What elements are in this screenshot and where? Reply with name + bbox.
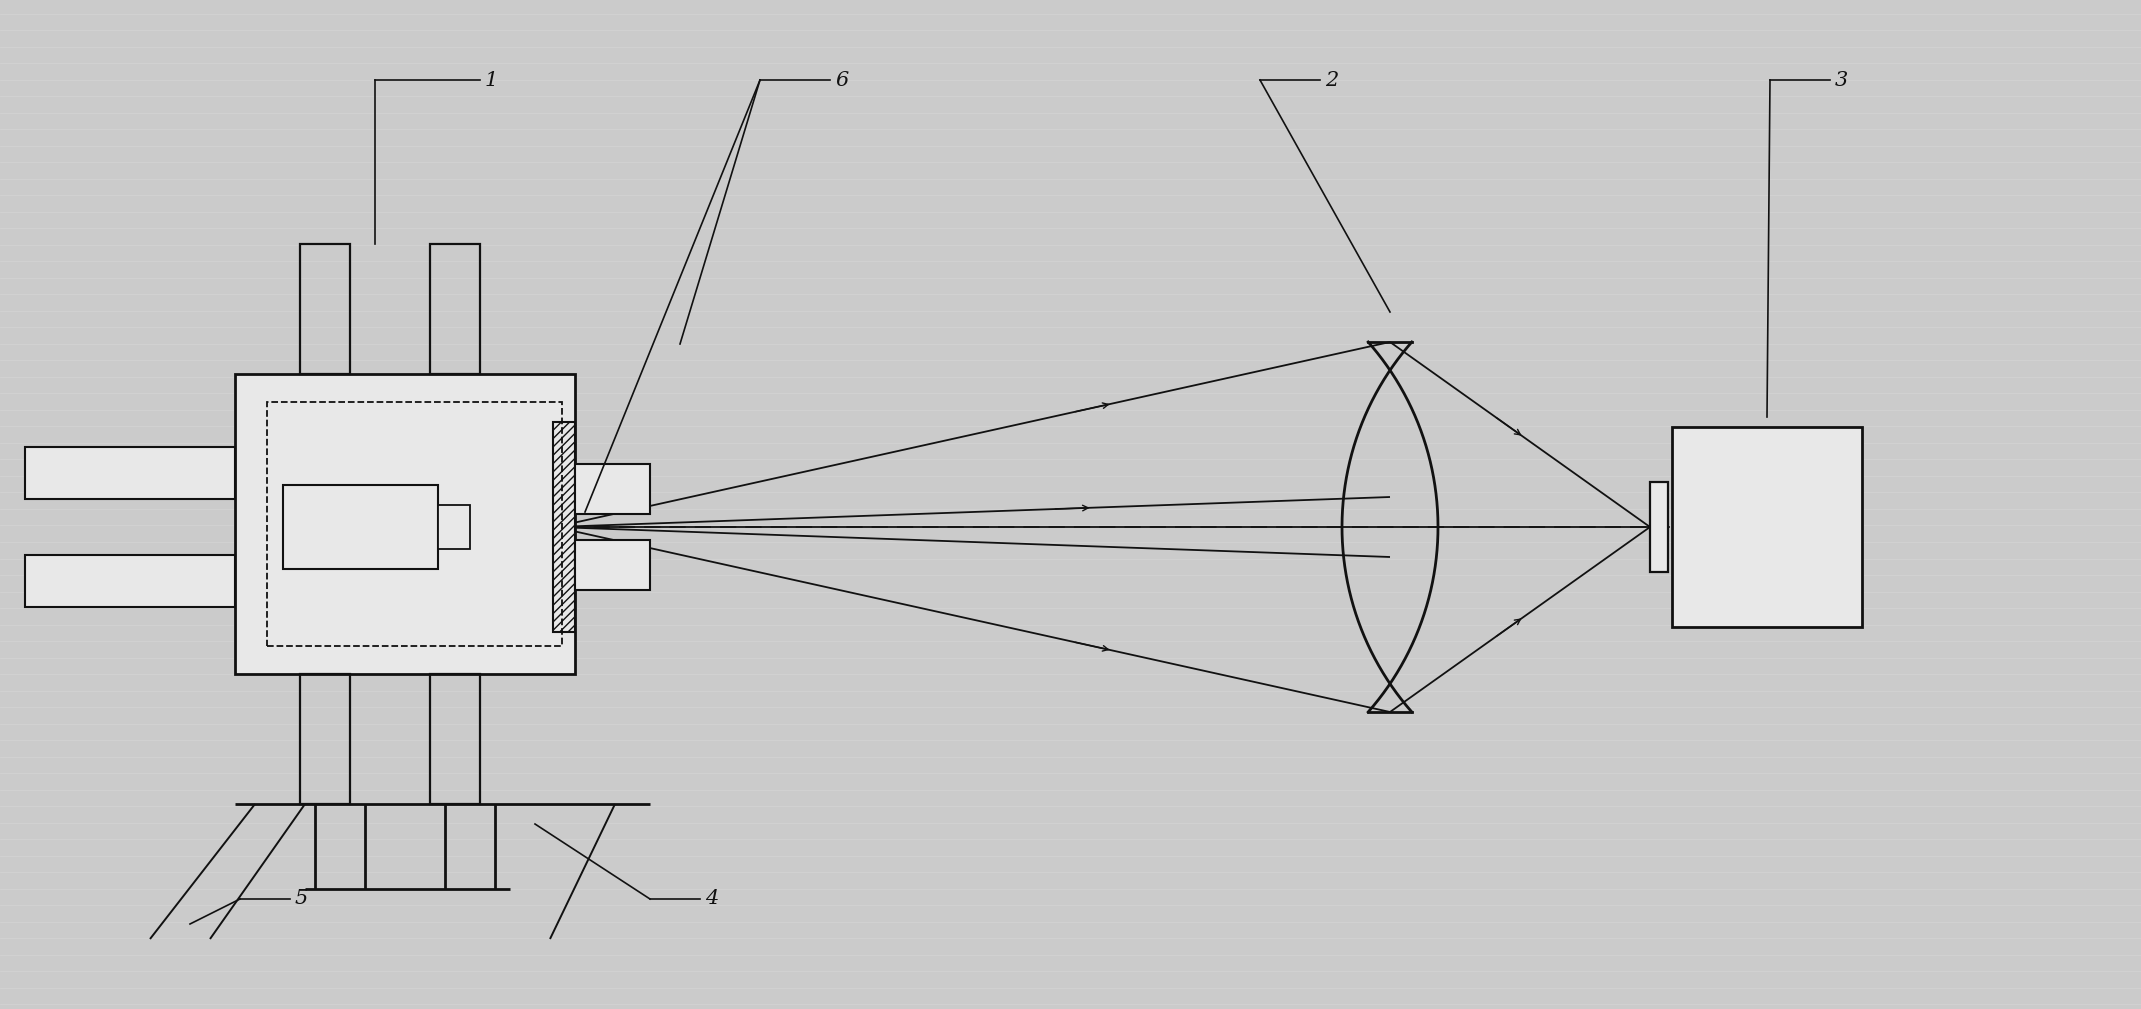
Bar (300, 244, 349, 374)
Bar (430, 674, 480, 804)
Text: 5: 5 (295, 890, 308, 908)
Bar (576, 540, 651, 590)
Bar (300, 674, 349, 804)
Bar (439, 504, 471, 549)
Bar (283, 485, 439, 569)
Bar (1672, 427, 1863, 627)
Bar (268, 402, 561, 646)
Text: 3: 3 (1835, 71, 1848, 90)
Text: 1: 1 (486, 71, 499, 90)
Text: 4: 4 (704, 890, 717, 908)
Bar (26, 447, 236, 499)
Bar (552, 422, 576, 632)
Bar (26, 555, 236, 607)
Bar (430, 244, 480, 374)
Text: 6: 6 (835, 71, 848, 90)
Bar (1651, 482, 1668, 572)
Bar (576, 464, 651, 514)
Bar (236, 374, 576, 674)
Text: 2: 2 (1325, 71, 1338, 90)
